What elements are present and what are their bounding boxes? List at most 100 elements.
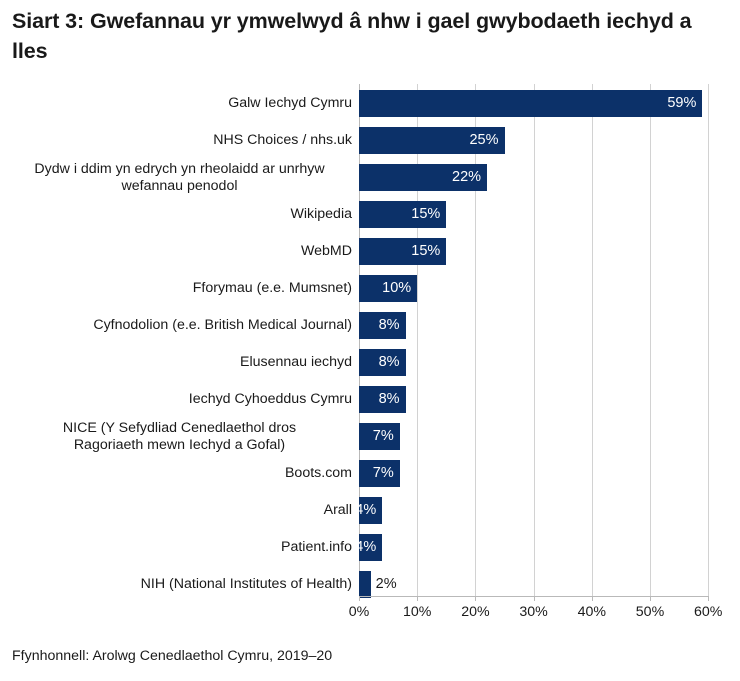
bar-row: NIH (National Institutes of Health) 2%	[0, 566, 740, 603]
plot-area: Galw Iechyd Cymru 59% NHS Choices / nhs.uk…	[0, 84, 740, 598]
category-label: Arall	[7, 492, 352, 529]
bar-track: 7%	[359, 460, 708, 487]
bar-value-label: 15%	[411, 206, 441, 222]
category-label: Cyfnodolion (e.e. British Medical Journa…	[7, 307, 352, 344]
bar[interactable]: 4%	[355, 497, 383, 524]
bar-value-label: 8%	[378, 391, 400, 407]
bar-track: 22%	[359, 164, 708, 191]
bar-track: 7%	[359, 423, 708, 450]
bar-value-label: 22%	[452, 169, 482, 185]
x-tick-mark	[591, 596, 593, 601]
bar-row: Arall 4%	[0, 492, 740, 529]
bar-value-label: 7%	[372, 428, 394, 444]
x-tick-mark	[533, 596, 535, 601]
category-label-line: Elusennau iechyd	[239, 354, 352, 370]
bar[interactable]: 10%	[359, 275, 418, 302]
category-label: Elusennau iechyd	[7, 344, 352, 381]
bar[interactable]: 59%	[359, 90, 703, 117]
gridline-50pct	[650, 84, 651, 596]
bar-row: NICE (Y Sefydliad Cenedlaethol dros Ragor…	[0, 418, 740, 455]
bar-track: 15%	[359, 238, 708, 265]
bar-value-label: 8%	[378, 354, 400, 370]
bar-row: Iechyd Cyhoeddus Cymru 8%	[0, 381, 740, 418]
category-label-line: wefannau penodol	[121, 177, 238, 194]
category-label-line: Arall	[323, 502, 352, 518]
category-label: Wikipedia	[7, 196, 352, 233]
bar[interactable]: 25%	[359, 127, 505, 154]
x-tick-mark	[475, 596, 477, 601]
category-label-line: Iechyd Cyhoeddus Cymru	[188, 391, 352, 407]
bar[interactable]: 15%	[359, 238, 447, 265]
chart-title: Siart 3: Gwefannau yr ymwelwyd â nhw i g…	[12, 9, 692, 63]
x-tick-mark	[359, 596, 360, 601]
category-label: Dydw i ddim yn edrych yn rheolaidd ar un…	[7, 159, 352, 196]
category-label-line: Dydw i ddim yn edrych yn rheolaidd ar un…	[34, 160, 325, 177]
gridline-30pct	[533, 84, 535, 596]
category-label: NICE (Y Sefydliad Cenedlaethol dros Ragor…	[7, 418, 352, 455]
bar-track: 10%	[359, 275, 708, 302]
category-label-line: Cyfnodolion (e.e. British Medical Journa…	[93, 317, 352, 333]
bar-track: 8%	[359, 312, 708, 339]
x-tick-label: 60%	[693, 604, 723, 620]
x-tick-mark	[417, 596, 419, 601]
category-label-line: WebMD	[301, 243, 352, 259]
source-note: Ffynhonnell: Arolwg Cenedlaethol Cymru, …	[12, 648, 333, 664]
category-label: WebMD	[7, 233, 352, 270]
category-label-line: Galw Iechyd Cymru	[228, 95, 352, 111]
bar[interactable]: 8%	[359, 349, 406, 376]
bar-value-label: 10%	[382, 280, 412, 296]
bar-track: 25%	[359, 127, 708, 154]
category-label: Iechyd Cyhoeddus Cymru	[7, 381, 352, 418]
bar[interactable]: 7%	[359, 423, 400, 450]
category-label: NHS Choices / nhs.uk	[7, 122, 352, 159]
bar-value-label: 2%	[375, 576, 397, 592]
bar-value-label: 59%	[667, 95, 697, 111]
x-axis: 0% 10% 20% 30% 40% 50% 60%	[0, 596, 740, 626]
category-label-line: Boots.com	[284, 465, 352, 481]
bar-row: Elusennau iechyd 8%	[0, 344, 740, 381]
bar-row: Patient.info 4%	[0, 529, 740, 566]
category-label: Galw Iechyd Cymru	[7, 85, 352, 122]
bar[interactable]: 2%	[359, 571, 397, 598]
x-tick-label: 0%	[348, 604, 370, 620]
category-label: Patient.info	[7, 529, 352, 566]
category-label-line: Ragoriaeth mewn Iechyd a Gofal)	[73, 436, 286, 453]
bar-row: Galw Iechyd Cymru 59%	[0, 85, 740, 122]
category-label: NIH (National Institutes of Health)	[7, 566, 352, 603]
category-label: Boots.com	[7, 455, 352, 492]
x-tick-label: 30%	[519, 604, 548, 620]
bar-track: 8%	[359, 386, 708, 413]
bar[interactable]: 15%	[359, 201, 447, 228]
bar-value-label: 4%	[355, 539, 377, 555]
bar[interactable]: 22%	[359, 164, 488, 191]
bar[interactable]: 8%	[359, 312, 406, 339]
bar[interactable]: 8%	[359, 386, 406, 413]
bar-row: Wikipedia 15%	[0, 196, 740, 233]
bar-track: 4%	[355, 534, 708, 561]
category-label-line: NICE (Y Sefydliad Cenedlaethol dros	[62, 419, 297, 436]
bar[interactable]: 4%	[355, 534, 383, 561]
x-tick-label: 40%	[577, 604, 606, 620]
bar-track: 59%	[359, 90, 708, 117]
bar-row: NHS Choices / nhs.uk 25%	[0, 122, 740, 159]
bar-row: WebMD 15%	[0, 233, 740, 270]
bar-value-label: 8%	[378, 317, 400, 333]
gridline-20pct	[475, 84, 477, 596]
x-tick-mark	[650, 596, 651, 601]
category-label-line: NIH (National Institutes of Health)	[140, 576, 352, 592]
bar-rows: Galw Iechyd Cymru 59% NHS Choices / nhs.uk…	[0, 84, 740, 598]
bar-track: 15%	[359, 201, 708, 228]
gridline-0pct	[359, 84, 360, 596]
x-tick-label: 10%	[402, 604, 432, 620]
bar-track: 2%	[359, 571, 708, 598]
bar-row: Cyfnodolion (e.e. British Medical Journa…	[0, 307, 740, 344]
bar-track: 8%	[359, 349, 708, 376]
bar-track: 4%	[355, 497, 708, 524]
x-tick-label: 50%	[635, 604, 665, 620]
gridlines	[0, 84, 740, 596]
x-tick-label: 20%	[461, 604, 490, 620]
bar[interactable]: 7%	[359, 460, 400, 487]
gridline-60pct	[708, 84, 710, 596]
category-label-line: Patient.info	[281, 539, 352, 555]
